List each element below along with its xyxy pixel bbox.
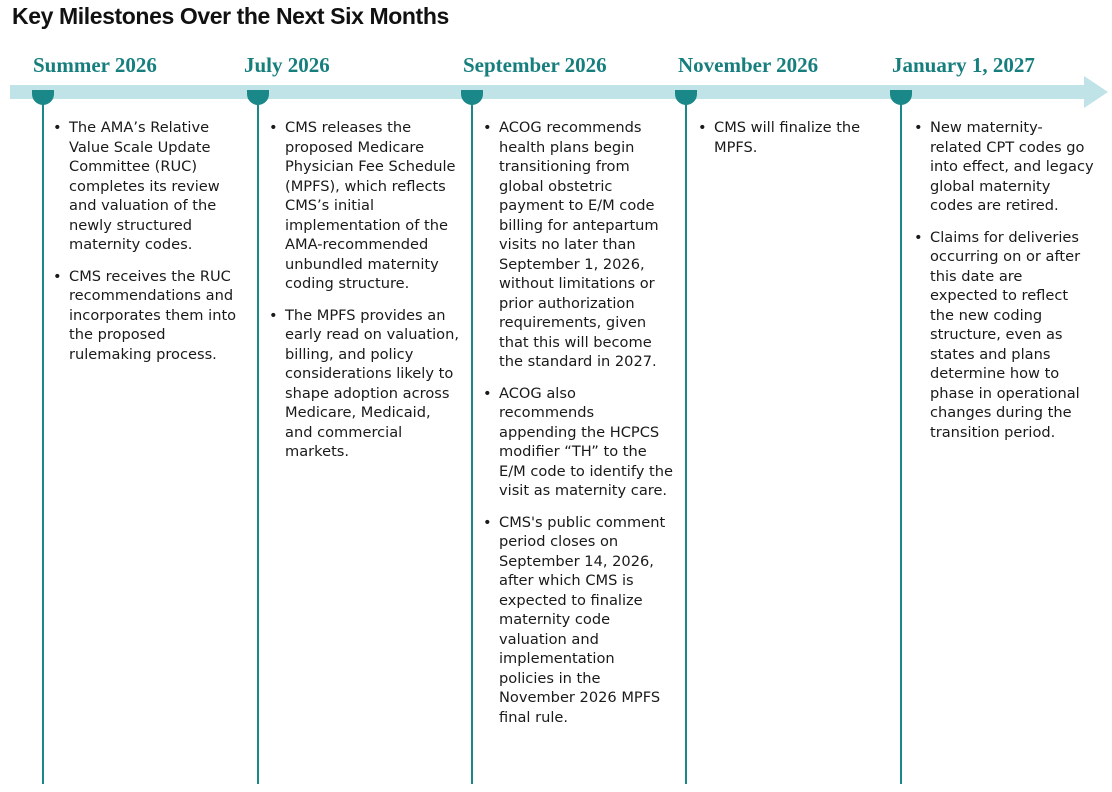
list-item: CMS releases the proposed Medicare Physi… [269, 118, 459, 294]
milestone-list-january-1-2027: New maternity-related CPT codes go into … [914, 118, 1094, 454]
list-item: CMS receives the RUC recommendations and… [53, 267, 241, 365]
list-item: CMS's public comment period closes on Se… [483, 513, 673, 728]
milestone-list-summer-2026: The AMA’s Relative Value Scale Update Co… [53, 118, 241, 376]
list-item: ACOG recommends health plans begin trans… [483, 118, 673, 372]
list-item: The AMA’s Relative Value Scale Update Co… [53, 118, 241, 255]
timeline-line-5 [900, 98, 902, 784]
milestone-heading-july-2026: July 2026 [244, 53, 330, 77]
timeline-line-4 [685, 98, 687, 784]
list-item: New maternity-related CPT codes go into … [914, 118, 1094, 216]
milestone-list-september-2026: ACOG recommends health plans begin trans… [483, 118, 673, 739]
milestone-heading-summer-2026: Summer 2026 [33, 53, 157, 77]
list-item: Claims for deliveries occurring on or af… [914, 228, 1094, 443]
milestone-heading-september-2026: September 2026 [463, 53, 607, 77]
timeline-arrow [10, 76, 1110, 108]
timeline-line-2 [257, 98, 259, 784]
milestone-heading-january-1-2027: January 1, 2027 [892, 53, 1035, 77]
list-item: ACOG also recommends appending the HCPCS… [483, 384, 673, 501]
timeline-node-5 [890, 90, 912, 105]
timeline-line-1 [42, 98, 44, 784]
timeline-node-4 [675, 90, 697, 105]
timeline-node-3 [461, 90, 483, 105]
milestone-list-july-2026: CMS releases the proposed Medicare Physi… [269, 118, 459, 474]
list-item: CMS will finalize the MPFS. [698, 118, 878, 157]
page-title: Key Milestones Over the Next Six Months [12, 3, 449, 29]
timeline-line-3 [471, 98, 473, 784]
milestone-list-november-2026: CMS will finalize the MPFS. [698, 118, 878, 169]
list-item: The MPFS provides an early read on valua… [269, 306, 459, 462]
timeline-node-1 [32, 90, 54, 105]
timeline-node-2 [247, 90, 269, 105]
milestone-heading-november-2026: November 2026 [678, 53, 819, 77]
